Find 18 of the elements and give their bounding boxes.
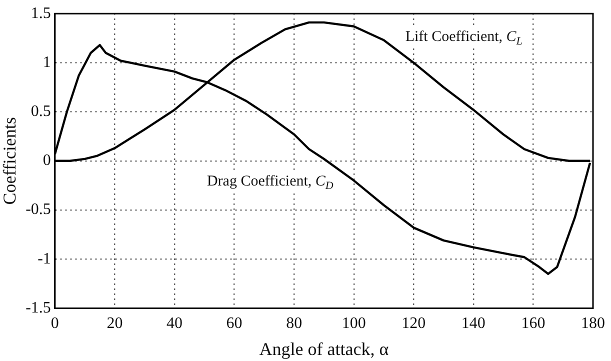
y-tick-label: -0.5 — [26, 201, 51, 218]
x-tick-label: 180 — [581, 315, 605, 332]
x-tick-label: 40 — [166, 315, 182, 332]
x-tick-label: 60 — [226, 315, 242, 332]
y-tick-label: -1 — [38, 250, 51, 268]
x-tick-label: 20 — [106, 315, 123, 332]
x-tick-label: 80 — [286, 315, 302, 332]
y-tick-label: 1.5 — [30, 4, 51, 22]
x-tick-label: 120 — [402, 315, 426, 332]
y-axis-title: Coefficients — [0, 117, 20, 205]
y-tick-label: 0 — [42, 152, 51, 170]
x-tick-label: 140 — [461, 315, 486, 332]
y-tick-label: 1 — [42, 54, 51, 71]
x-tick-label: 160 — [521, 315, 546, 332]
y-tick-label: -1.5 — [26, 299, 51, 316]
x-axis-title: Angle of attack, α — [259, 338, 390, 359]
x-tick-label: 100 — [342, 315, 366, 332]
y-tick-label: 0.5 — [30, 103, 51, 120]
